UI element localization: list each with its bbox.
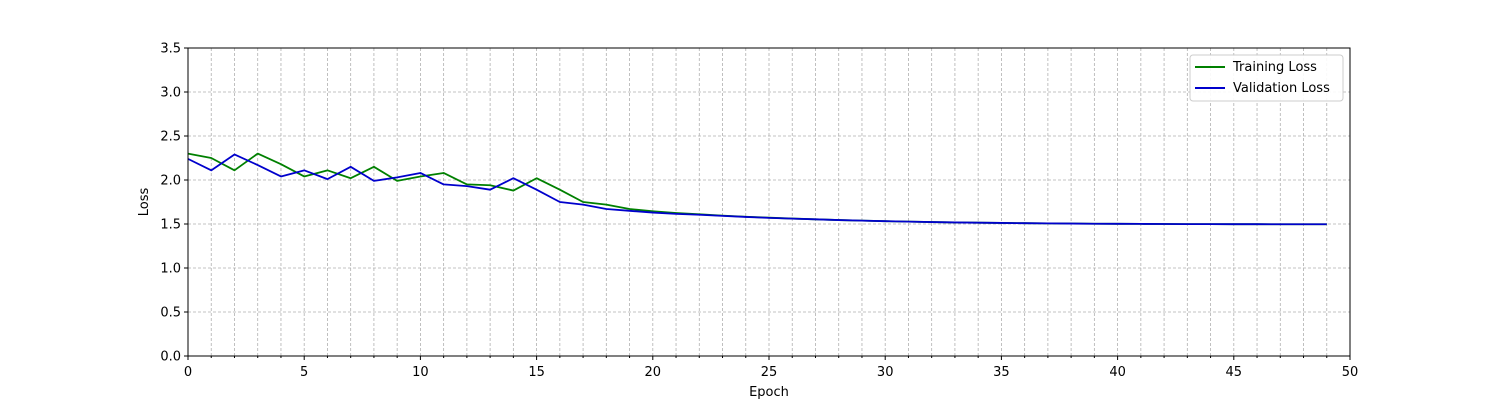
- legend: Training Loss Validation Loss: [1189, 54, 1344, 102]
- x-tick-label: 25: [761, 365, 778, 380]
- y-tick-label: 3.5: [160, 42, 181, 57]
- y-tick-label: 2.5: [160, 130, 181, 145]
- x-tick-label: 15: [528, 365, 545, 380]
- x-tick-label: 45: [1226, 365, 1243, 380]
- x-axis-label: Epoch: [749, 385, 789, 400]
- y-tick-label: 0.5: [160, 306, 181, 321]
- x-tick-label: 0: [184, 365, 192, 380]
- y-tick-label: 2.0: [160, 174, 181, 189]
- x-tick-label: 10: [412, 365, 429, 380]
- legend-box: [1189, 54, 1344, 102]
- legend-label-validation: Validation Loss: [1233, 81, 1330, 96]
- y-tick-label: 1.0: [160, 262, 181, 277]
- y-tick-label: 3.0: [160, 86, 181, 101]
- series-line-training-loss: [187, 152, 1327, 226]
- legend-label-training: Training Loss: [1232, 60, 1317, 75]
- x-tick-label: 30: [877, 365, 894, 380]
- y-tick-label: 0.0: [160, 350, 181, 365]
- grid-layer: [187, 47, 1351, 357]
- x-tick-label: 35: [993, 365, 1010, 380]
- series-line-validation-loss: [187, 153, 1327, 226]
- y-axis-label: Loss: [137, 188, 152, 217]
- x-tick-label: 20: [645, 365, 662, 380]
- x-tick-label: 50: [1342, 365, 1359, 380]
- x-tick-label: 5: [300, 365, 308, 380]
- tick-layer: 0.0 0.5 1.0 1.5 2.0 2.5 3.0 3.5 0 5 10 15 20 25 30 35 40…: [160, 42, 1358, 381]
- x-tick-label: 40: [1109, 365, 1126, 380]
- y-tick-label: 1.5: [160, 218, 181, 233]
- series-layer: [187, 152, 1327, 226]
